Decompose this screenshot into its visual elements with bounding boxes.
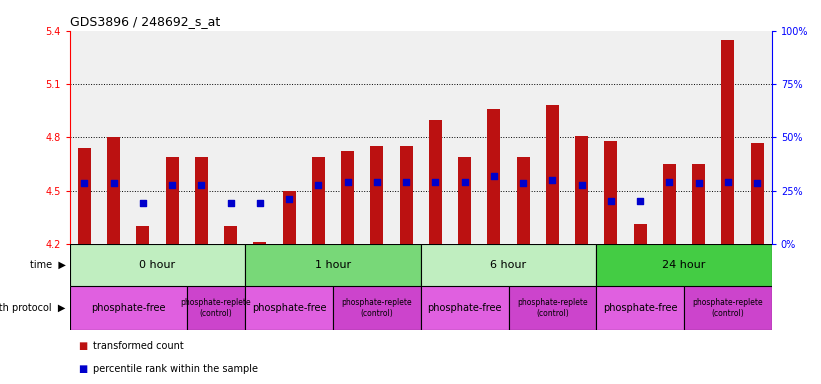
Bar: [722, 40, 735, 244]
Bar: [245, 286, 333, 330]
Bar: [575, 136, 588, 244]
Text: time  ▶: time ▶: [30, 260, 66, 270]
Text: phosphate-replete
(control): phosphate-replete (control): [342, 298, 412, 318]
Point: [634, 198, 647, 204]
Bar: [421, 286, 508, 330]
Point: [516, 180, 530, 187]
Bar: [166, 157, 179, 244]
Point: [107, 180, 120, 187]
Bar: [254, 242, 267, 244]
Bar: [516, 157, 530, 244]
Text: GDS3896 / 248692_s_at: GDS3896 / 248692_s_at: [70, 15, 220, 28]
Bar: [458, 157, 471, 244]
Point: [136, 200, 149, 206]
Bar: [488, 109, 501, 244]
Bar: [429, 119, 442, 244]
Bar: [224, 226, 237, 244]
Bar: [245, 244, 421, 286]
Point: [370, 179, 383, 185]
Bar: [634, 224, 647, 244]
Bar: [596, 286, 684, 330]
Bar: [136, 226, 149, 244]
Bar: [596, 244, 772, 286]
Bar: [750, 142, 764, 244]
Point: [488, 173, 501, 179]
Bar: [333, 286, 421, 330]
Text: 0 hour: 0 hour: [140, 260, 176, 270]
Point: [750, 180, 764, 187]
Bar: [684, 286, 772, 330]
Bar: [546, 105, 559, 244]
Point: [166, 182, 179, 188]
Text: phosphate-free: phosphate-free: [91, 303, 166, 313]
Text: phosphate-free: phosphate-free: [428, 303, 502, 313]
Point: [341, 179, 354, 185]
Bar: [70, 244, 245, 286]
Point: [224, 200, 237, 206]
Text: phosphate-free: phosphate-free: [252, 303, 327, 313]
Point: [575, 182, 588, 188]
Bar: [421, 244, 596, 286]
Bar: [370, 146, 383, 244]
Text: 6 hour: 6 hour: [490, 260, 526, 270]
Text: phosphate-replete
(control): phosphate-replete (control): [181, 298, 251, 318]
Point: [722, 179, 735, 185]
Bar: [604, 141, 617, 244]
Point: [282, 196, 296, 202]
Bar: [400, 146, 413, 244]
Point: [458, 179, 471, 185]
Bar: [107, 137, 120, 244]
Point: [312, 182, 325, 188]
Bar: [508, 286, 596, 330]
Bar: [282, 190, 296, 244]
Point: [78, 180, 91, 187]
Bar: [195, 157, 208, 244]
Bar: [341, 152, 354, 244]
Text: percentile rank within the sample: percentile rank within the sample: [93, 364, 258, 374]
Text: phosphate-free: phosphate-free: [603, 303, 677, 313]
Bar: [692, 164, 705, 244]
Point: [604, 198, 617, 204]
Text: phosphate-replete
(control): phosphate-replete (control): [693, 298, 764, 318]
Text: growth protocol  ▶: growth protocol ▶: [0, 303, 66, 313]
Bar: [70, 286, 186, 330]
Text: phosphate-replete
(control): phosphate-replete (control): [517, 298, 588, 318]
Point: [546, 177, 559, 183]
Text: 1 hour: 1 hour: [315, 260, 351, 270]
Point: [400, 179, 413, 185]
Text: ■: ■: [78, 341, 87, 351]
Point: [663, 179, 676, 185]
Text: 24 hour: 24 hour: [663, 260, 706, 270]
Point: [692, 180, 705, 187]
Point: [195, 182, 208, 188]
Text: ■: ■: [78, 364, 87, 374]
Text: transformed count: transformed count: [93, 341, 184, 351]
Point: [254, 200, 267, 206]
Bar: [663, 164, 676, 244]
Bar: [312, 157, 325, 244]
Point: [429, 179, 442, 185]
Bar: [78, 148, 91, 244]
Bar: [186, 286, 245, 330]
